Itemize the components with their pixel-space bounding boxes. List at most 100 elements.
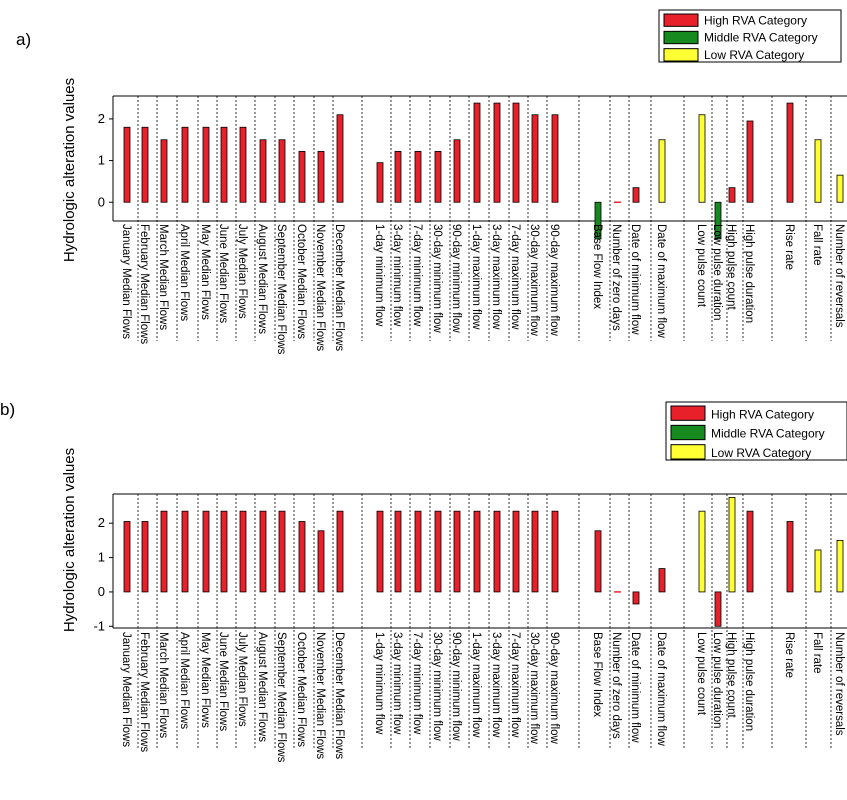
bar bbox=[531, 510, 539, 593]
x-tick-label: Low pulse count bbox=[695, 224, 707, 308]
x-tick-label: July Median Flows bbox=[236, 632, 248, 727]
x-tick-label: October Median Flows bbox=[295, 224, 307, 339]
x-tick-label: April Median Flows bbox=[178, 632, 190, 729]
bar bbox=[202, 126, 210, 203]
bar bbox=[394, 151, 402, 203]
bar bbox=[728, 497, 736, 593]
bar bbox=[698, 114, 706, 203]
x-tick-label: Number of zero days bbox=[610, 224, 622, 331]
x-tick-label: Date of minimum flow bbox=[629, 632, 641, 743]
bar bbox=[512, 102, 520, 203]
x-tick-label: Number of zero days bbox=[610, 632, 622, 739]
chart-panel-a: a) Hydrologic alteration values 0 1 2 January… bbox=[16, 9, 847, 355]
x-tick-label: Rise rate bbox=[783, 224, 795, 270]
legend-swatch bbox=[670, 405, 706, 421]
x-tick-label: 90-day maximum flow bbox=[548, 224, 560, 337]
x-tick-label: May Median Flows bbox=[199, 224, 211, 320]
bar bbox=[531, 114, 539, 203]
x-tick-label: 1-day minimum flow bbox=[373, 224, 385, 327]
bar bbox=[317, 530, 325, 593]
bar bbox=[746, 120, 754, 203]
legend-label: High RVA Category bbox=[704, 13, 807, 27]
y-axis-label: Hydrologic alteration values bbox=[61, 448, 78, 632]
bar bbox=[259, 510, 267, 593]
x-tick-label: December Median Flows bbox=[333, 224, 345, 351]
x-tick-label: 1-day maximum flow bbox=[470, 632, 482, 738]
bar bbox=[298, 521, 306, 593]
bar bbox=[160, 510, 168, 593]
bar bbox=[141, 126, 149, 203]
x-tick-label: 30-day minimum flow bbox=[431, 224, 443, 333]
x-tick-label: May Median Flows bbox=[199, 632, 211, 728]
bar bbox=[202, 510, 210, 593]
bar bbox=[594, 530, 602, 593]
bar bbox=[658, 568, 666, 593]
bar bbox=[123, 521, 131, 593]
bar bbox=[160, 139, 168, 203]
bar bbox=[453, 510, 461, 593]
x-tick-label: September Median Flows bbox=[275, 224, 287, 355]
x-tick-label: 7-day minimum flow bbox=[411, 632, 423, 735]
x-tick-label: February Median Flows bbox=[138, 224, 150, 344]
bar bbox=[278, 510, 286, 593]
bar bbox=[298, 151, 306, 203]
bar bbox=[376, 510, 384, 593]
bar bbox=[181, 126, 189, 203]
bar bbox=[614, 201, 621, 203]
bar bbox=[414, 151, 422, 203]
legend-label: Low RVA Category bbox=[711, 446, 811, 460]
x-tick-label: December Median Flows bbox=[333, 632, 345, 759]
x-tick-label: 3-day maximum flow bbox=[490, 224, 502, 330]
bar bbox=[493, 510, 501, 593]
x-tick-label: February Median Flows bbox=[138, 632, 150, 752]
bar bbox=[473, 102, 481, 203]
x-tick-label: September Median Flows bbox=[275, 632, 287, 763]
bar bbox=[836, 174, 844, 203]
bar bbox=[376, 162, 384, 203]
bar bbox=[746, 510, 754, 593]
x-tick-label: Date of maximum flow bbox=[655, 632, 667, 746]
x-tick-label: Base Flow Index bbox=[591, 632, 603, 717]
legend-swatch bbox=[663, 13, 699, 27]
x-tick-label: Number of reversals bbox=[833, 632, 845, 736]
x-tick-label: High pulse duration bbox=[743, 224, 755, 323]
x-tick-label: 3-day minimum flow bbox=[391, 632, 403, 735]
bar bbox=[786, 521, 794, 593]
bar bbox=[434, 151, 442, 203]
bar bbox=[698, 510, 706, 593]
x-tick-label: March Median Flows bbox=[157, 224, 169, 330]
x-tick-label: July Median Flows bbox=[236, 224, 248, 319]
legend-label: High RVA Category bbox=[711, 407, 814, 421]
x-tick-label: June Median Flows bbox=[217, 224, 229, 323]
x-tick-label: Low pulse count bbox=[695, 632, 707, 716]
x-tick-label: High pulse count bbox=[725, 224, 737, 310]
bar bbox=[414, 510, 422, 593]
bar bbox=[434, 510, 442, 593]
x-tick-label: April Median Flows bbox=[178, 224, 190, 321]
bar bbox=[814, 549, 822, 593]
x-tick-label: March Median Flows bbox=[157, 632, 169, 738]
bar bbox=[453, 139, 461, 203]
y-tick-label: 2 bbox=[98, 515, 105, 530]
bar bbox=[836, 539, 844, 593]
legend-label: Middle RVA Category bbox=[704, 31, 818, 45]
x-tick-label: High pulse count bbox=[725, 632, 737, 718]
bar bbox=[632, 187, 640, 203]
bar bbox=[239, 126, 247, 203]
bar bbox=[181, 510, 189, 593]
bar bbox=[614, 591, 621, 593]
legend-swatch bbox=[663, 30, 699, 45]
legend-swatch bbox=[663, 48, 699, 62]
bar bbox=[259, 139, 267, 203]
bar bbox=[123, 126, 131, 203]
x-tick-label: November Median Flows bbox=[314, 632, 326, 759]
x-tick-label: 30-day maximum flow bbox=[528, 632, 540, 745]
legend-swatch bbox=[670, 444, 706, 460]
x-tick-label: 1-day minimum flow bbox=[373, 632, 385, 735]
y-axis-label: Hydrologic alteration values bbox=[61, 78, 78, 262]
x-tick-label: Low pulse duration bbox=[711, 632, 723, 729]
x-tick-label: Date of maximum flow bbox=[655, 224, 667, 338]
x-tick-label: 7-day minimum flow bbox=[411, 224, 423, 327]
x-tick-label: Number of reversals bbox=[833, 224, 845, 328]
